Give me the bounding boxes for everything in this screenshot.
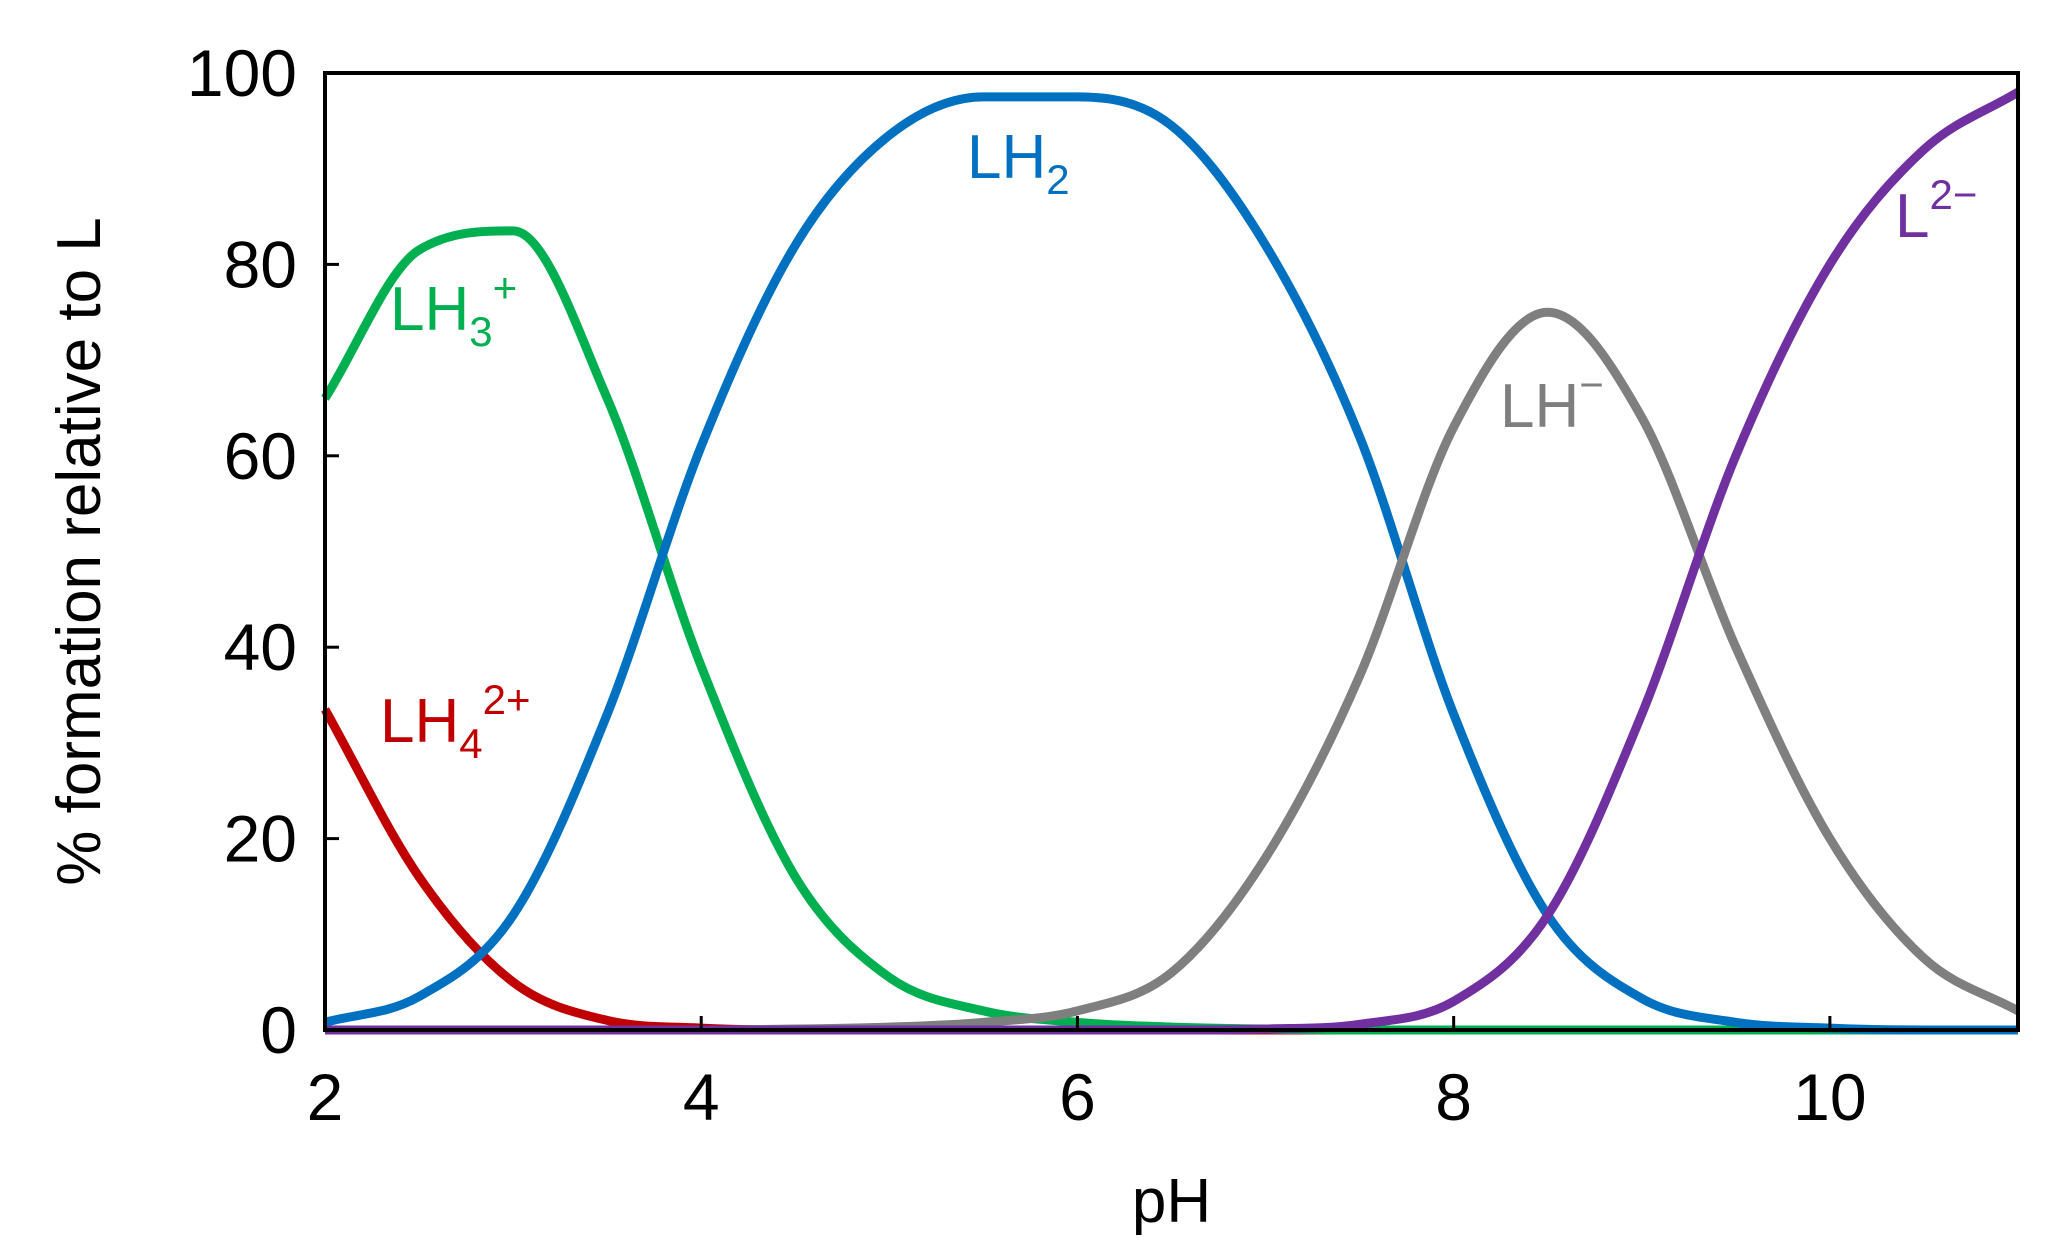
y-tick-label: 100 xyxy=(187,36,297,110)
series-label-subscript: 2 xyxy=(1046,156,1069,203)
x-tick-label: 4 xyxy=(683,1060,720,1134)
series-label-subscript: 4 xyxy=(459,720,482,767)
x-tick-label: 8 xyxy=(1435,1060,1472,1134)
x-tick-label: 10 xyxy=(1793,1060,1866,1134)
x-tick-label: 6 xyxy=(1059,1060,1096,1134)
series-label-subscript: 3 xyxy=(469,308,492,355)
series-label-superscript: − xyxy=(1579,361,1604,408)
series-label-base: LH xyxy=(380,687,459,756)
y-axis-label: % formation relative to L xyxy=(45,217,114,886)
lh2-label: LH2 xyxy=(967,123,1070,203)
series-label-base: L xyxy=(1895,182,1929,251)
lh4-2plus-line xyxy=(321,707,2018,1035)
x-axis-ticks: 2 4 6 8 10 xyxy=(307,1016,1867,1134)
series-lines xyxy=(321,88,2021,1035)
l-2minus-line xyxy=(325,88,2021,1035)
y-tick-label: 60 xyxy=(224,419,297,493)
x-tick-label: 2 xyxy=(307,1060,344,1134)
l-2minus-label: L2− xyxy=(1895,171,1977,251)
lh-minus-line xyxy=(325,307,2021,1035)
lh-minus-label: LH− xyxy=(1500,361,1604,441)
lh3-plus-label: LH3+ xyxy=(390,264,517,355)
lh4-2plus-label: LH42+ xyxy=(380,676,531,767)
y-tick-label: 0 xyxy=(260,993,297,1067)
y-tick-label: 80 xyxy=(224,227,297,301)
series-label-superscript: 2+ xyxy=(483,676,531,723)
x-axis-label: pH xyxy=(1132,1167,1211,1236)
y-tick-label: 40 xyxy=(224,610,297,684)
y-axis-ticks: 0 20 40 60 80 100 xyxy=(187,36,339,1067)
lh3-plus-line xyxy=(321,226,2018,1035)
lh2-line xyxy=(323,92,2018,1035)
plot-frame xyxy=(323,71,2020,1032)
series-label-superscript: + xyxy=(493,264,518,311)
series-label-base: LH xyxy=(390,275,469,344)
series-label-superscript: 2− xyxy=(1929,171,1977,218)
series-label-base: LH xyxy=(1500,372,1579,441)
series-label-base: LH xyxy=(967,123,1046,192)
y-tick-label: 20 xyxy=(224,802,297,876)
